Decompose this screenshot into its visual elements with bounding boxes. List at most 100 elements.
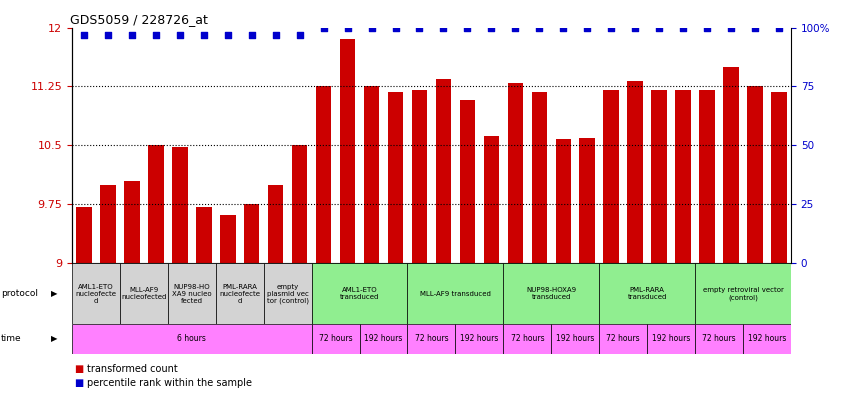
Point — [580, 24, 594, 31]
Text: ▶: ▶ — [51, 334, 58, 343]
Point — [772, 24, 786, 31]
Point — [221, 31, 234, 38]
Point — [677, 24, 690, 31]
Text: ■: ■ — [74, 364, 84, 375]
Bar — [603, 90, 619, 263]
Bar — [436, 79, 451, 263]
Point — [77, 31, 91, 38]
Bar — [695, 324, 743, 354]
Point — [173, 31, 186, 38]
Point — [508, 24, 522, 31]
Text: AML1-ETO
transduced: AML1-ETO transduced — [340, 287, 379, 300]
Bar — [647, 324, 695, 354]
Bar — [747, 86, 763, 263]
Point — [316, 24, 330, 31]
Text: empty retroviral vector
(control): empty retroviral vector (control) — [703, 287, 783, 301]
Bar — [360, 324, 408, 354]
Bar — [244, 204, 260, 263]
Bar — [387, 92, 404, 263]
Text: MLL-AF9
nucleofected: MLL-AF9 nucleofected — [121, 287, 167, 300]
Point — [388, 24, 403, 31]
Point — [700, 24, 714, 31]
Bar — [268, 185, 283, 263]
Bar — [580, 138, 595, 263]
Bar — [484, 136, 499, 263]
Bar — [599, 263, 695, 324]
Text: 72 hours: 72 hours — [607, 334, 640, 343]
Bar — [651, 90, 667, 263]
Bar — [148, 145, 163, 263]
Bar — [364, 86, 379, 263]
Bar — [508, 83, 523, 263]
Bar — [216, 263, 264, 324]
Point — [533, 24, 547, 31]
Point — [604, 24, 618, 31]
Text: MLL-AF9 transduced: MLL-AF9 transduced — [420, 291, 491, 297]
Text: 72 hours: 72 hours — [510, 334, 544, 343]
Point — [437, 24, 450, 31]
Bar — [503, 263, 599, 324]
Text: percentile rank within the sample: percentile rank within the sample — [87, 378, 252, 388]
Text: GDS5059 / 228726_at: GDS5059 / 228726_at — [70, 13, 208, 26]
Bar — [220, 215, 235, 263]
Point — [149, 31, 162, 38]
Text: 72 hours: 72 hours — [415, 334, 448, 343]
Point — [485, 24, 498, 31]
Bar — [72, 263, 120, 324]
Bar — [311, 263, 408, 324]
Point — [724, 24, 738, 31]
Bar — [552, 324, 599, 354]
Bar — [772, 92, 787, 263]
Point — [460, 24, 474, 31]
Text: 192 hours: 192 hours — [460, 334, 498, 343]
Bar — [743, 324, 791, 354]
Point — [197, 31, 211, 38]
Bar — [695, 263, 791, 324]
Bar — [455, 324, 503, 354]
Text: 192 hours: 192 hours — [748, 334, 786, 343]
Point — [365, 24, 378, 31]
Bar — [599, 324, 647, 354]
Bar — [316, 86, 332, 263]
Point — [101, 31, 114, 38]
Bar — [675, 90, 691, 263]
Text: NUP98-HO
XA9 nucleo
fected: NUP98-HO XA9 nucleo fected — [172, 284, 212, 304]
Text: PML-RARA
nucleofecte
d: PML-RARA nucleofecte d — [219, 284, 261, 304]
Text: time: time — [1, 334, 21, 343]
Bar — [292, 145, 307, 263]
Bar — [556, 139, 571, 263]
Text: 192 hours: 192 hours — [652, 334, 690, 343]
Bar — [412, 90, 427, 263]
Bar — [124, 181, 140, 263]
Bar — [408, 263, 503, 324]
Bar — [76, 207, 91, 263]
Text: 192 hours: 192 hours — [365, 334, 403, 343]
Text: 72 hours: 72 hours — [702, 334, 736, 343]
Point — [245, 31, 259, 38]
Text: transformed count: transformed count — [87, 364, 178, 375]
Point — [413, 24, 426, 31]
Bar — [723, 67, 739, 263]
Text: ▶: ▶ — [51, 289, 58, 298]
Bar — [264, 263, 311, 324]
Bar — [172, 147, 188, 263]
Text: 192 hours: 192 hours — [556, 334, 595, 343]
Bar — [700, 90, 715, 263]
Text: 6 hours: 6 hours — [178, 334, 206, 343]
Bar — [503, 324, 552, 354]
Point — [269, 31, 283, 38]
Point — [341, 24, 354, 31]
Point — [125, 31, 139, 38]
Bar — [120, 263, 168, 324]
Text: NUP98-HOXA9
transduced: NUP98-HOXA9 transduced — [526, 287, 576, 300]
Bar — [628, 81, 643, 263]
Bar — [72, 324, 311, 354]
Point — [652, 24, 666, 31]
Bar — [408, 324, 455, 354]
Bar — [340, 39, 355, 263]
Bar — [531, 92, 547, 263]
Text: empty
plasmid vec
tor (control): empty plasmid vec tor (control) — [266, 283, 309, 304]
Bar — [459, 100, 475, 263]
Point — [557, 24, 570, 31]
Point — [749, 24, 762, 31]
